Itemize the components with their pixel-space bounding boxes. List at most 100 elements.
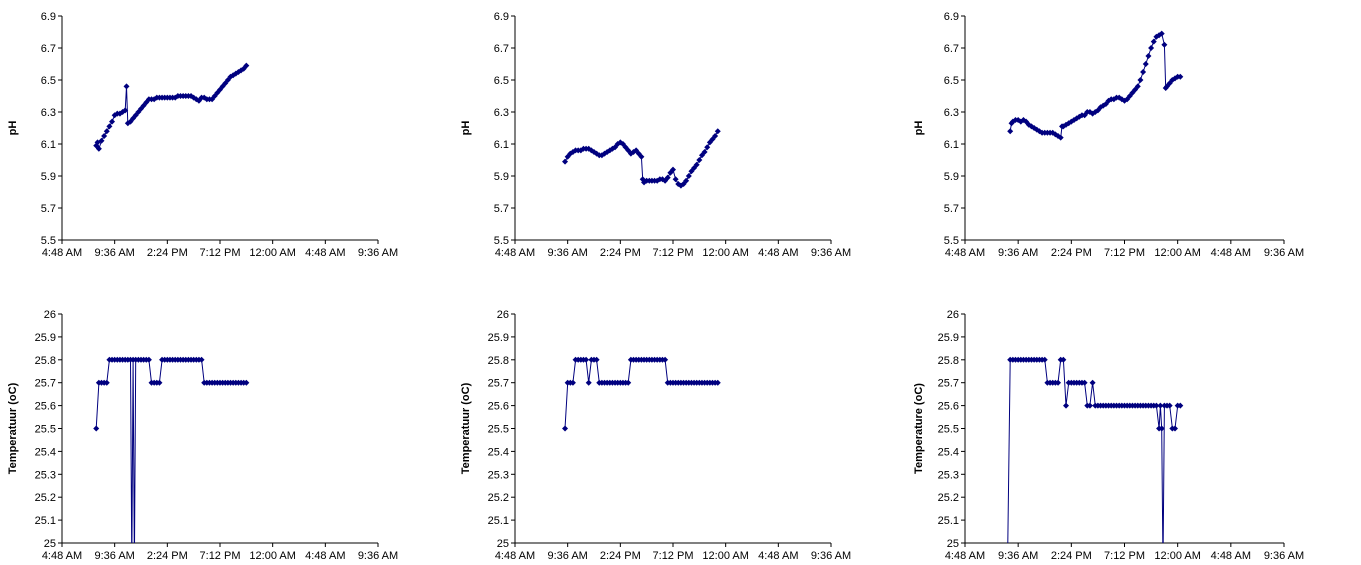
y-tick-label: 6.9 xyxy=(944,11,959,23)
data-point xyxy=(1060,123,1067,130)
y-tick-label: 25.8 xyxy=(938,355,959,367)
series-line xyxy=(1007,359,1181,543)
y-tick-label: 5.7 xyxy=(944,203,959,215)
data-point xyxy=(243,379,250,386)
data-point xyxy=(625,379,632,386)
series-0 xyxy=(93,62,250,152)
y-tick-label: 26 xyxy=(44,309,56,321)
y-axis-label: Temperatuur (oC) xyxy=(460,382,472,474)
temperature-chart-3: 25 25.1 25.2 25.3 25.4 25.5 25.6 25.7 25.8 25.9 26… xyxy=(913,309,1304,562)
ph-chart-1: 5.5 5.7 5.9 6.1 6.3 6.5 6.7 6.9 4:48 AM 9:36 AM 2:… xyxy=(7,11,398,259)
data-point xyxy=(1041,356,1048,363)
data-point xyxy=(604,149,611,155)
data-point xyxy=(1086,402,1093,409)
x-tick-label: 7:12 PM xyxy=(200,247,241,259)
data-point xyxy=(109,118,116,125)
data-point xyxy=(95,145,102,152)
y-tick-label: 25.6 xyxy=(35,401,56,413)
x-tick-label: 4:48 AM xyxy=(945,247,985,259)
y-tick-label: 25.2 xyxy=(938,492,959,504)
data-point xyxy=(243,62,250,69)
x-tick-label: 9:36 AM xyxy=(998,247,1038,259)
y-tick-label: 25 xyxy=(497,538,509,550)
x-tick-label: 9:36 AM xyxy=(547,550,587,562)
temperature-chart-2: 25 25.1 25.2 25.3 25.4 25.5 25.6 25.7 25.8 25.9 26… xyxy=(460,309,851,562)
y-tick-label: 6.9 xyxy=(494,11,509,23)
data-point xyxy=(1142,61,1149,67)
data-point xyxy=(598,152,605,159)
y-tick-label: 6.3 xyxy=(494,107,509,119)
data-point xyxy=(1060,356,1067,363)
x-tick-label: 12:00 AM xyxy=(702,550,748,562)
data-point xyxy=(664,174,671,181)
data-point xyxy=(1158,30,1165,37)
y-tick-label: 6.3 xyxy=(944,107,959,119)
y-tick-label: 25.1 xyxy=(938,515,959,527)
data-point xyxy=(198,356,205,363)
data-point xyxy=(1073,115,1080,122)
y-axis-label: pH xyxy=(913,121,925,136)
x-tick-label: 12:00 AM xyxy=(249,550,295,562)
y-tick-label: 25.4 xyxy=(488,446,509,458)
y-tick-label: 25.1 xyxy=(35,515,56,527)
y-tick-label: 6.1 xyxy=(494,139,509,151)
y-tick-label: 5.7 xyxy=(41,203,56,215)
x-tick-label: 9:36 AM xyxy=(94,247,134,259)
data-point xyxy=(619,141,626,147)
data-point xyxy=(1172,425,1179,432)
data-point xyxy=(103,128,110,135)
y-tick-label: 25 xyxy=(947,538,959,550)
y-tick-label: 25.8 xyxy=(488,355,509,367)
data-point xyxy=(583,356,590,363)
data-point xyxy=(712,133,719,139)
data-point xyxy=(1110,96,1117,103)
y-tick-label: 25.7 xyxy=(938,378,959,390)
y-axis-label: pH xyxy=(7,121,19,136)
y-tick-label: 6.9 xyxy=(41,11,56,23)
x-tick-label: 12:00 AM xyxy=(1154,550,1200,562)
y-tick-label: 25.6 xyxy=(938,401,959,413)
data-point xyxy=(562,425,569,432)
x-tick-label: 4:48 AM xyxy=(1211,550,1251,562)
y-axis-label: Temperature (oC) xyxy=(913,383,925,474)
data-point xyxy=(1158,425,1165,432)
y-tick-label: 25.7 xyxy=(488,378,509,390)
ph-chart-3: 5.5 5.7 5.9 6.1 6.3 6.5 6.7 6.9 4:48 AM 9:36 AM 2:… xyxy=(913,11,1304,259)
series-line xyxy=(95,65,247,151)
y-tick-label: 25.4 xyxy=(35,446,56,458)
data-point xyxy=(1145,53,1152,59)
data-point xyxy=(1150,38,1157,45)
data-point xyxy=(693,161,700,168)
x-tick-label: 9:36 AM xyxy=(1264,550,1304,562)
y-tick-label: 25.2 xyxy=(35,492,56,504)
data-point xyxy=(101,133,108,139)
data-point xyxy=(609,145,616,152)
data-point xyxy=(614,141,621,147)
y-tick-label: 5.9 xyxy=(41,171,56,183)
data-point xyxy=(588,147,595,154)
x-tick-label: 7:12 PM xyxy=(653,247,694,259)
y-tick-label: 6.1 xyxy=(41,139,56,151)
x-tick-label: 9:36 AM xyxy=(94,550,134,562)
data-point xyxy=(564,153,571,160)
data-point xyxy=(122,107,129,114)
y-tick-label: 6.7 xyxy=(944,43,959,55)
series-0 xyxy=(1007,30,1184,141)
data-point xyxy=(93,425,100,432)
series-line xyxy=(1009,32,1181,139)
data-point xyxy=(638,153,645,160)
y-axis-label: pH xyxy=(460,121,472,136)
x-tick-label: 4:48 AM xyxy=(305,247,345,259)
y-tick-label: 5.9 xyxy=(944,171,959,183)
x-tick-label: 4:48 AM xyxy=(305,550,345,562)
y-tick-label: 6.3 xyxy=(41,107,56,119)
y-tick-label: 25.5 xyxy=(35,424,56,436)
y-tick-label: 25.3 xyxy=(938,469,959,481)
y-tick-label: 25.1 xyxy=(488,515,509,527)
data-point xyxy=(706,139,713,146)
data-point xyxy=(1031,125,1038,131)
series-0 xyxy=(1007,356,1184,543)
data-point xyxy=(1118,96,1125,103)
data-point xyxy=(1105,97,1112,104)
data-point xyxy=(98,137,105,144)
